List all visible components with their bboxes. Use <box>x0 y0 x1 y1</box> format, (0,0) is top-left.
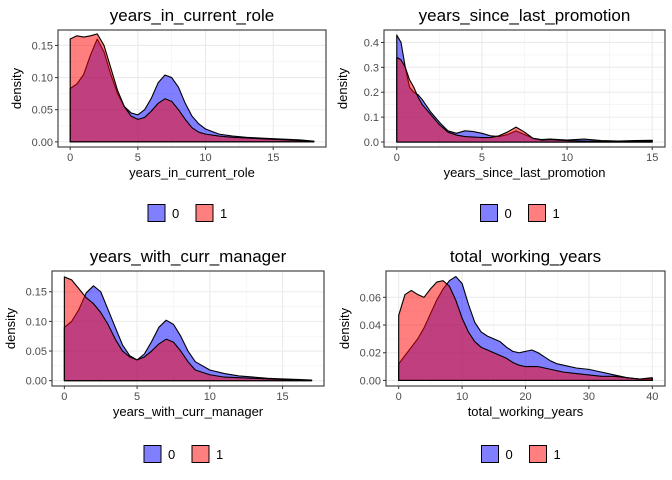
chart-title: total_working_years <box>450 247 601 266</box>
legend-label-1: 1 <box>553 206 560 221</box>
y-tick-label: 0.1 <box>364 112 379 124</box>
density-area-1 <box>398 280 653 382</box>
legend-key-0 <box>147 204 166 222</box>
x-tick-label: 30 <box>583 391 595 403</box>
x-tick-label: 0 <box>396 391 402 403</box>
x-axis-label: total_working_years <box>468 404 584 419</box>
x-tick-label: 5 <box>135 152 141 164</box>
legend-key-1 <box>195 204 214 222</box>
x-axis-label: years_with_curr_manager <box>113 404 264 419</box>
x-tick-label: 10 <box>561 152 573 164</box>
panel-border <box>51 270 325 387</box>
y-tick-label: 0.0 <box>364 137 379 149</box>
x-tick-label: 0 <box>67 152 73 164</box>
chart-title: years_in_current_role <box>110 6 274 25</box>
x-tick-label: 10 <box>199 152 211 164</box>
y-tick-label: 0.2 <box>364 87 379 99</box>
charts-layer: 0 5 10 150.000.050.100.15years_in_current_r… <box>3 6 666 463</box>
y-tick-label: 0.00 <box>360 375 381 387</box>
panel-3: 0 5 10 150.000.050.100.15years_with_curr_ma… <box>3 247 325 463</box>
panel-border <box>57 29 327 148</box>
y-tick-label: 0.15 <box>32 40 53 52</box>
y-axis-label: density <box>9 67 24 109</box>
legend-key-0 <box>481 445 499 463</box>
legend-label-0: 0 <box>172 206 179 221</box>
chart-title: years_with_curr_manager <box>90 247 287 266</box>
panel-border <box>383 29 666 148</box>
density-area-1 <box>69 33 315 143</box>
x-tick-label: 15 <box>276 391 288 403</box>
y-tick-label: 0.00 <box>32 137 53 149</box>
y-tick-label: 0.04 <box>360 320 381 332</box>
x-tick-label: 5 <box>134 391 140 403</box>
y-tick-label: 0.3 <box>364 62 379 74</box>
legend-key-1 <box>529 445 547 463</box>
x-tick-label: 0 <box>61 391 67 403</box>
x-tick-label: 40 <box>646 391 658 403</box>
x-tick-label: 15 <box>646 152 658 164</box>
density-area-1 <box>63 276 313 382</box>
legend-key-1 <box>528 204 546 222</box>
x-tick-label: 15 <box>267 152 279 164</box>
panel-1: 0 5 10 150.000.050.100.15years_in_current_r… <box>9 6 327 222</box>
y-tick-label: 0.15 <box>26 287 47 299</box>
y-tick-label: 0.05 <box>26 346 47 358</box>
y-tick-label: 0.06 <box>360 292 381 304</box>
y-tick-label: 0.4 <box>364 37 379 49</box>
legend-key-1 <box>191 445 210 463</box>
x-tick-label: 0 <box>394 152 400 164</box>
y-tick-label: 0.10 <box>26 316 47 328</box>
x-axis-label: years_since_last_promotion <box>444 165 606 180</box>
legend-key-0 <box>480 204 498 222</box>
legend-key-0 <box>143 445 162 463</box>
y-tick-label: 0.05 <box>32 105 53 117</box>
x-axis-label: years_in_current_role <box>129 165 255 180</box>
y-axis-label: density <box>335 67 350 109</box>
legend-label-0: 0 <box>505 206 512 221</box>
panel-4: 0 10 20 30 400.000.020.040.06total_working_y… <box>337 247 666 463</box>
legend-label-0: 0 <box>506 447 513 462</box>
density-area-1 <box>396 56 653 143</box>
legend-label-1: 1 <box>216 447 223 462</box>
y-tick-label: 0.00 <box>26 376 47 388</box>
panel-2: 0 5 10 150.00.10.20.30.4years_since_last_pr… <box>335 6 666 222</box>
x-tick-label: 20 <box>519 391 531 403</box>
legend-label-1: 1 <box>220 206 227 221</box>
chart-title: years_since_last_promotion <box>419 6 631 25</box>
y-tick-label: 0.02 <box>360 348 381 360</box>
x-tick-label: 10 <box>456 391 468 403</box>
x-tick-label: 5 <box>479 152 485 164</box>
x-tick-label: 10 <box>204 391 216 403</box>
legend-label-1: 1 <box>554 447 561 462</box>
y-axis-label: density <box>3 307 18 349</box>
y-tick-label: 0.10 <box>32 73 53 85</box>
legend-label-0: 0 <box>168 447 175 462</box>
y-axis-label: density <box>337 307 352 349</box>
